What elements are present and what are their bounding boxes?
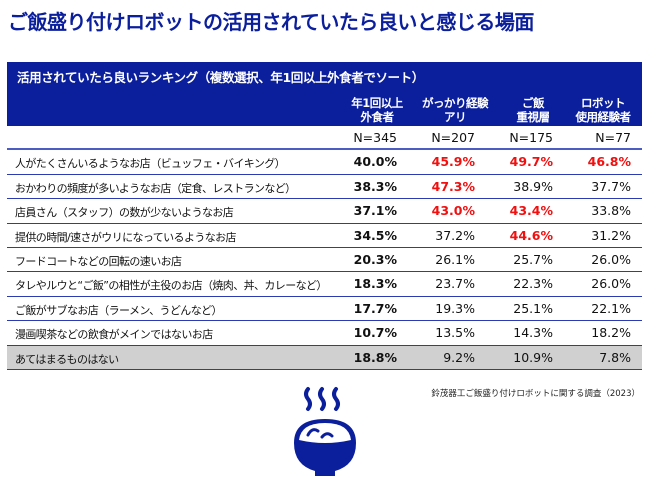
column-header: ご飯 重視層 xyxy=(495,96,571,124)
row-label: 人がたくさんいるようなお店（ビュッフェ・バイキング） xyxy=(15,157,286,171)
cell-value: 43.0% xyxy=(431,203,475,219)
column-header: がっかり経験 アリ xyxy=(417,96,493,124)
row-label: 店員さん（スタッフ）の数が少ないようなお店 xyxy=(15,206,234,220)
cell-value: 49.7% xyxy=(509,154,553,170)
table-row: 人がたくさんいるようなお店（ビュッフェ・バイキング） 40.0% 45.9% 49.7… xyxy=(7,150,642,175)
row-label: ご飯がサブなお店（ラーメン、うどんなど） xyxy=(15,303,223,317)
column-header-line1: ロボット xyxy=(581,96,626,110)
column-header-line2: 重視層 xyxy=(516,110,551,124)
cell-value: 37.7% xyxy=(591,178,631,194)
cell-value: 33.8% xyxy=(591,203,631,219)
sample-size: N=175 xyxy=(509,130,553,145)
cell-value: 47.3% xyxy=(431,178,475,194)
cell-value: 31.2% xyxy=(591,227,631,243)
cell-value: 25.7% xyxy=(513,251,553,267)
row-label: 漫画喫茶などの飲食がメインではないお店 xyxy=(15,328,213,342)
cell-value: 23.7% xyxy=(435,276,475,292)
cell-value: 26.1% xyxy=(435,251,475,267)
table-header: 活用されていたら良いランキング（複数選択、年1回以上外食者でソート） 年1回以上… xyxy=(7,62,642,126)
column-header-line1: がっかり経験 xyxy=(422,96,489,110)
table-row: おかわりの頻度が多いようなお店（定食、レストランなど） 38.3% 47.3% 38.… xyxy=(7,175,642,200)
table-row: あてはまるものはない 18.8% 9.2% 10.9% 7.8% xyxy=(7,345,642,370)
row-label: タレやルウと“ご飯”の相性が主役のお店（焼肉、丼、カレーなど） xyxy=(15,279,327,293)
cell-value: 38.9% xyxy=(513,178,553,194)
sample-size: N=345 xyxy=(353,130,397,145)
table-row: ご飯がサブなお店（ラーメン、うどんなど） 17.7% 19.3% 25.1% 22.1% xyxy=(7,297,642,322)
table-row: 提供の時間/速さがウリになっているようなお店 34.5% 37.2% 44.6% 31.… xyxy=(7,224,642,248)
cell-value: 26.0% xyxy=(591,276,631,292)
cell-value: 17.7% xyxy=(353,300,397,316)
cell-value: 25.1% xyxy=(513,300,553,316)
cell-value: 9.2% xyxy=(443,349,475,365)
cell-value: 10.9% xyxy=(513,349,553,365)
cell-value: 7.8% xyxy=(599,349,631,365)
row-label: フードコートなどの回転の速いお店 xyxy=(15,254,182,268)
cell-value: 18.3% xyxy=(353,276,397,292)
ranking-table: 活用されていたら良いランキング（複数選択、年1回以上外食者でソート） 年1回以上… xyxy=(7,62,642,370)
row-label: あてはまるものはない xyxy=(15,352,119,366)
column-header-line1: 年1回以上 xyxy=(351,96,403,110)
column-header: ロボット 使用経験者 xyxy=(565,96,641,124)
cell-value: 43.4% xyxy=(509,203,553,219)
table-row: フードコートなどの回転の速いお店 20.3% 26.1% 25.7% 26.0% xyxy=(7,248,642,273)
cell-value: 10.7% xyxy=(353,325,397,341)
page-title: ご飯盛り付けロボットの活用されていたら良いと感じる場面 xyxy=(8,10,534,34)
cell-value: 19.3% xyxy=(435,300,475,316)
cell-value: 46.8% xyxy=(587,154,631,170)
cell-value: 18.2% xyxy=(591,325,631,341)
table-row: タレやルウと“ご飯”の相性が主役のお店（焼肉、丼、カレーなど） 18.3% 23.7… xyxy=(7,272,642,297)
table-caption: 活用されていたら良いランキング（複数選択、年1回以上外食者でソート） xyxy=(17,70,424,85)
row-label: 提供の時間/速さがウリになっているようなお店 xyxy=(15,230,237,244)
cell-value: 37.2% xyxy=(435,227,475,243)
cell-value: 44.6% xyxy=(509,227,553,243)
source-note: 鈴茂器工ご飯盛り付けロボットに関する調査（2023） xyxy=(431,389,640,399)
cell-value: 38.3% xyxy=(353,178,397,194)
column-header-line1: ご飯 xyxy=(522,96,545,110)
cell-value: 40.0% xyxy=(353,154,397,170)
column-header-line2: 使用経験者 xyxy=(575,110,632,124)
sample-size: N=207 xyxy=(431,130,475,145)
table-row: 店員さん（スタッフ）の数が少ないようなお店 37.1% 43.0% 43.4% 33.8… xyxy=(7,199,642,224)
cell-value: 20.3% xyxy=(353,251,397,267)
cell-value: 18.8% xyxy=(353,349,397,365)
cell-value: 37.1% xyxy=(353,203,397,219)
cell-value: 45.9% xyxy=(431,154,475,170)
sample-size: N=77 xyxy=(595,130,631,145)
row-label: おかわりの頻度が多いようなお店（定食、レストランなど） xyxy=(15,181,296,195)
column-header: 年1回以上 外食者 xyxy=(339,96,415,124)
sample-size-row: N=345 N=207 N=175 N=77 xyxy=(7,126,642,151)
cell-value: 13.5% xyxy=(435,325,475,341)
column-header-line2: アリ xyxy=(444,110,467,124)
cell-value: 26.0% xyxy=(591,251,631,267)
cell-value: 34.5% xyxy=(353,227,397,243)
column-header-line2: 外食者 xyxy=(360,110,395,124)
cell-value: 22.1% xyxy=(591,300,631,316)
cell-value: 14.3% xyxy=(513,325,553,341)
cell-value: 22.3% xyxy=(513,276,553,292)
rice-bowl-icon xyxy=(294,387,356,476)
table-row: 漫画喫茶などの飲食がメインではないお店 10.7% 13.5% 14.3% 18.2% xyxy=(7,321,642,346)
